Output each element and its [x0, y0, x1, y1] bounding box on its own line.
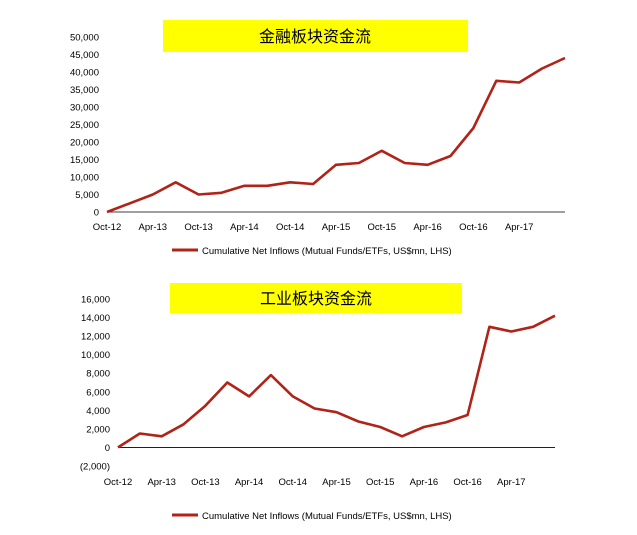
- x-tick-label: Oct-12: [104, 477, 133, 488]
- y-tick-label: 0: [94, 208, 99, 219]
- y-tick-label: 15,000: [70, 155, 99, 166]
- y-tick-label: 45,000: [70, 50, 99, 61]
- industrials-chart: 工业板块资金流 (2,000) 0 2,000 4,000 6,000 8,000 10,0…: [0, 265, 637, 530]
- chart-title-box: [170, 283, 462, 313]
- x-tick-label: Apr-16: [413, 222, 442, 233]
- y-tick-label: 14,000: [81, 313, 110, 324]
- chart-title-box: [163, 20, 468, 52]
- financials-chart-svg: 金融板块资金流 0 5,000 10,000 15,000 20,000 25,000 30…: [70, 20, 566, 257]
- industrials-chart-svg: 工业板块资金流 (2,000) 0 2,000 4,000 6,000 8,000 10,0…: [80, 283, 556, 522]
- x-tick-label: Oct-13: [184, 222, 213, 233]
- x-tick-label: Apr-16: [410, 477, 439, 488]
- x-tick-label: Oct-14: [279, 477, 308, 488]
- x-tick-label: Apr-15: [322, 222, 351, 233]
- chart-title: 金融板块资金流: [259, 28, 371, 46]
- y-tick-label: 8,000: [86, 369, 110, 380]
- y-tick-label: 25,000: [70, 120, 99, 131]
- y-tick-label: 2,000: [86, 424, 110, 435]
- y-tick-label: 10,000: [81, 350, 110, 361]
- legend-label: Cumulative Net Inflows (Mutual Funds/ETF…: [202, 246, 452, 257]
- y-tick-label: 40,000: [70, 68, 99, 79]
- legend-label: Cumulative Net Inflows (Mutual Funds/ETF…: [202, 511, 452, 522]
- x-tick-label: Oct-15: [368, 222, 397, 233]
- x-tick-label: Oct-15: [366, 477, 395, 488]
- y-tick-label: 6,000: [86, 387, 110, 398]
- x-tick-label: Oct-13: [191, 477, 220, 488]
- y-tick-label: 4,000: [86, 406, 110, 417]
- x-tick-label: Oct-16: [453, 477, 482, 488]
- x-tick-label: Apr-14: [230, 222, 259, 233]
- x-tick-label: Apr-15: [322, 477, 351, 488]
- x-tick-label: Apr-17: [505, 222, 534, 233]
- series-line: [117, 314, 556, 449]
- y-tick-label: 12,000: [81, 332, 110, 343]
- x-tick-label: Apr-14: [235, 477, 264, 488]
- y-tick-label: 10,000: [70, 173, 99, 184]
- financials-chart: 金融板块资金流 0 5,000 10,000 15,000 20,000 25,000 30…: [0, 0, 637, 265]
- y-tick-label: 20,000: [70, 138, 99, 149]
- y-tick-label: 35,000: [70, 85, 99, 96]
- x-tick-label: Apr-13: [147, 477, 176, 488]
- y-tick-label: 16,000: [81, 295, 110, 306]
- x-tick-label: Oct-12: [93, 222, 122, 233]
- x-tick-label: Apr-13: [139, 222, 168, 233]
- x-tick-label: Oct-16: [459, 222, 488, 233]
- y-tick-label: 5,000: [75, 190, 99, 201]
- x-tick-label: Oct-14: [276, 222, 305, 233]
- chart-title: 工业板块资金流: [260, 290, 372, 308]
- y-tick-label: (2,000): [80, 462, 110, 473]
- series-line: [106, 56, 566, 214]
- x-tick-label: Apr-17: [497, 477, 526, 488]
- y-tick-label: 50,000: [70, 33, 99, 44]
- y-tick-label: 30,000: [70, 103, 99, 114]
- y-tick-label: 0: [105, 443, 110, 454]
